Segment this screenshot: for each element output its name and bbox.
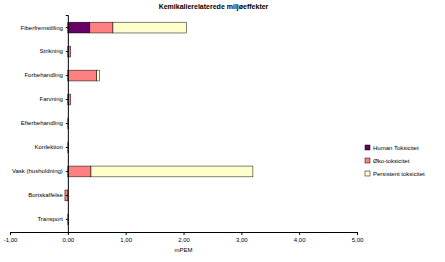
bar-segment	[91, 166, 253, 177]
legend-item: Øko-toksicitet	[365, 158, 410, 164]
y-tick-label: Fiberfremstilling	[20, 25, 62, 31]
x-tick: 1,00	[120, 232, 132, 243]
y-tick-label: Transport	[37, 216, 63, 222]
y-tick: Fiberfremstilling	[20, 25, 67, 31]
x-tick-mark	[184, 232, 185, 235]
y-tick-mark	[66, 147, 68, 148]
bar-segment	[68, 70, 96, 81]
x-tick-mark	[241, 232, 242, 235]
plot: -1,00 0,00 1,00 2,00 3,00 4,00 5,00 Fiberfremst…	[4, 16, 364, 244]
bar-segment	[68, 22, 90, 33]
x-tick: -1,00	[4, 232, 18, 243]
x-tick-label: 1,00	[120, 237, 132, 243]
y-tick: Konfektion	[34, 144, 67, 150]
x-tick-label: 0,00	[62, 237, 74, 243]
legend-swatch	[365, 158, 370, 163]
title: Kemikalierelaterede miljøeffekter	[159, 3, 269, 11]
y-tick-label: Forbehandling	[24, 72, 62, 78]
y-tick-mark	[66, 51, 68, 52]
bar-segment	[65, 190, 68, 201]
x-tick: 2,00	[178, 232, 190, 243]
y-tick: Strikning	[39, 48, 67, 54]
y-tick: Vask (husholdning)	[12, 168, 68, 174]
y-tick-label: Farvning	[39, 96, 62, 102]
bar-segment	[90, 22, 113, 33]
x-tick: 4,00	[294, 232, 306, 243]
x-tick-mark	[357, 232, 358, 235]
x-tick-label: 2,00	[178, 237, 190, 243]
y-tick-mark	[66, 123, 68, 124]
legend-label: Persistent toksicitet	[373, 171, 425, 177]
y-tick-mark	[66, 195, 68, 196]
x-tick-label: -1,00	[4, 237, 18, 243]
x-tick-mark	[10, 232, 11, 235]
y-tick: Transport	[37, 216, 67, 222]
bar-segment	[68, 166, 91, 177]
x-axis-line	[11, 233, 358, 236]
legend-item: Human Toksicitet	[365, 145, 419, 151]
y-axis: Fiberfremstilling Strikning Forbehandling F…	[12, 16, 68, 233]
y-tick: Efterbehandling	[21, 120, 68, 126]
legend-item: Persistent toksicitet	[365, 171, 425, 177]
y-tick-mark	[66, 219, 68, 220]
y-tick-mark	[66, 27, 68, 28]
y-tick-mark	[66, 171, 68, 172]
y-tick-mark	[66, 99, 68, 100]
y-tick-label: Strikning	[39, 48, 62, 54]
x-tick: 0,00	[62, 232, 74, 243]
x-tick-mark	[126, 232, 127, 235]
y-tick: Bortskaffelse	[28, 192, 68, 198]
bar-segment	[97, 70, 100, 81]
chart: Kemikalierelaterede miljøeffekter -1,00 0,…	[0, 0, 445, 262]
y-tick-mark	[66, 75, 68, 76]
x-tick: 5,00	[352, 232, 364, 243]
legend-swatch	[365, 145, 370, 150]
legend-label: Human Toksicitet	[373, 145, 419, 151]
x-tick-mark	[299, 232, 300, 235]
y-tick-label: Konfektion	[34, 144, 62, 150]
x-tick-label: 4,00	[294, 237, 306, 243]
x-axis: -1,00 0,00 1,00 2,00 3,00 4,00 5,00	[4, 232, 364, 243]
y-tick-label: Efterbehandling	[21, 120, 63, 126]
bar-segment	[113, 22, 186, 33]
x-tick-label: 5,00	[352, 237, 364, 243]
y-axis-line	[66, 16, 69, 233]
y-tick-label: Vask (husholdning)	[12, 168, 63, 174]
bars	[65, 22, 253, 225]
legend: Human Toksicitet Øko-toksicitet Persistent…	[365, 145, 425, 177]
x-axis-title: mPEM	[175, 247, 193, 253]
legend-label: Øko-toksicitet	[373, 158, 410, 164]
x-tick: 3,00	[236, 232, 248, 243]
y-tick: Forbehandling	[24, 72, 67, 78]
y-tick-label: Bortskaffelse	[28, 192, 63, 198]
x-tick-label: 3,00	[236, 237, 248, 243]
legend-swatch	[365, 171, 370, 176]
y-tick: Farvning	[39, 96, 67, 102]
